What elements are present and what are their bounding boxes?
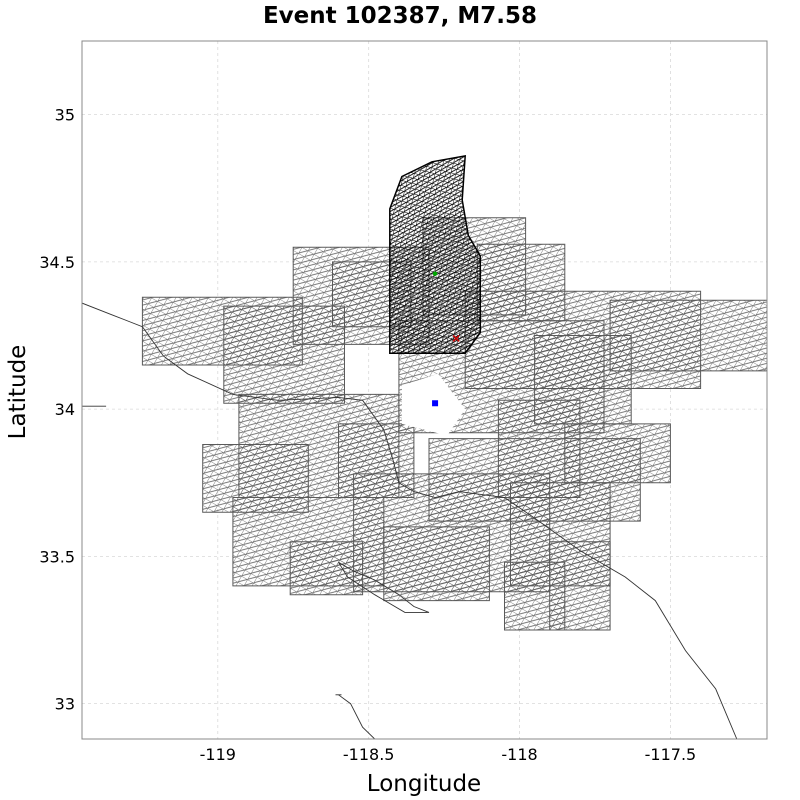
y-tick-label: 34.5 — [39, 253, 75, 272]
site-marker — [432, 400, 439, 407]
x-axis-label: Longitude — [367, 771, 481, 797]
chart-title: Event 102387, M7.58 — [263, 3, 537, 29]
coastlines — [82, 302, 738, 739]
rupture-mesh — [389, 154, 482, 354]
fault-patch — [223, 305, 345, 404]
fault-patch — [504, 561, 566, 631]
plot-frame — [81, 40, 768, 740]
fault-patch — [289, 541, 364, 596]
x-tick-label: -118 — [501, 745, 537, 764]
rupture-patch — [389, 154, 482, 354]
coastline — [338, 561, 430, 613]
x-tick-label: -119 — [200, 745, 236, 764]
y-tick-label: 35 — [55, 106, 75, 125]
coastline — [82, 302, 738, 739]
fault-patch — [383, 526, 490, 602]
y-tick-label: 33 — [55, 695, 75, 714]
y-axis-label: Latitude — [5, 345, 31, 440]
x-tick-labels: -119 -118.5 -118 -117.5 — [200, 745, 697, 764]
markers — [432, 271, 460, 407]
x-tick-label: -117.5 — [645, 745, 697, 764]
hypocenter-marker — [452, 334, 460, 342]
fault-patch — [609, 299, 767, 372]
fault-patch — [564, 423, 671, 484]
x-tick-label: -118.5 — [343, 745, 395, 764]
y-tick-labels: 33 33.5 34 34.5 35 — [39, 106, 75, 714]
y-tick-label: 34 — [55, 400, 75, 419]
centroid-marker — [432, 271, 438, 276]
coastline — [338, 694, 376, 739]
y-tick-label: 33.5 — [39, 547, 75, 566]
